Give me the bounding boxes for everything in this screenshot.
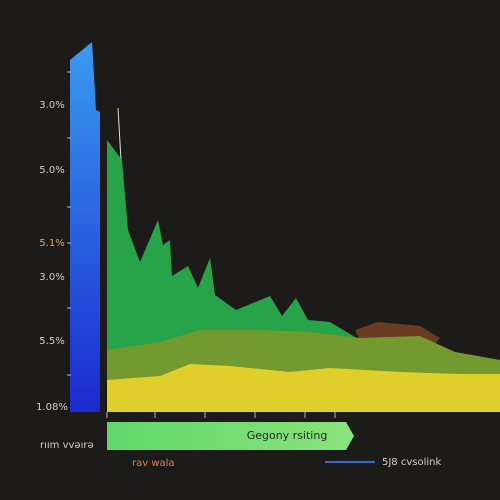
blue-column xyxy=(70,42,100,412)
axis-label: 5.1% xyxy=(39,238,64,249)
footer-caption: rav wala xyxy=(132,458,175,469)
axis-label: 3.0% xyxy=(39,100,64,111)
legend-label: 5J8 cvsolink xyxy=(382,457,441,468)
banner-label: Gegony rsiting xyxy=(247,429,328,442)
banner xyxy=(107,422,354,450)
axis-label: 3.0% xyxy=(39,272,64,283)
y-ticks xyxy=(67,71,71,376)
yellow-area xyxy=(107,364,500,412)
axis-label: 1.08% xyxy=(36,402,68,413)
axis-label: 5.0% xyxy=(39,165,64,176)
axis-label: 5.5% xyxy=(39,336,64,347)
x-ticks xyxy=(106,412,336,418)
footer-left: rıım vvəırə xyxy=(40,440,94,451)
spike-line xyxy=(117,107,122,161)
